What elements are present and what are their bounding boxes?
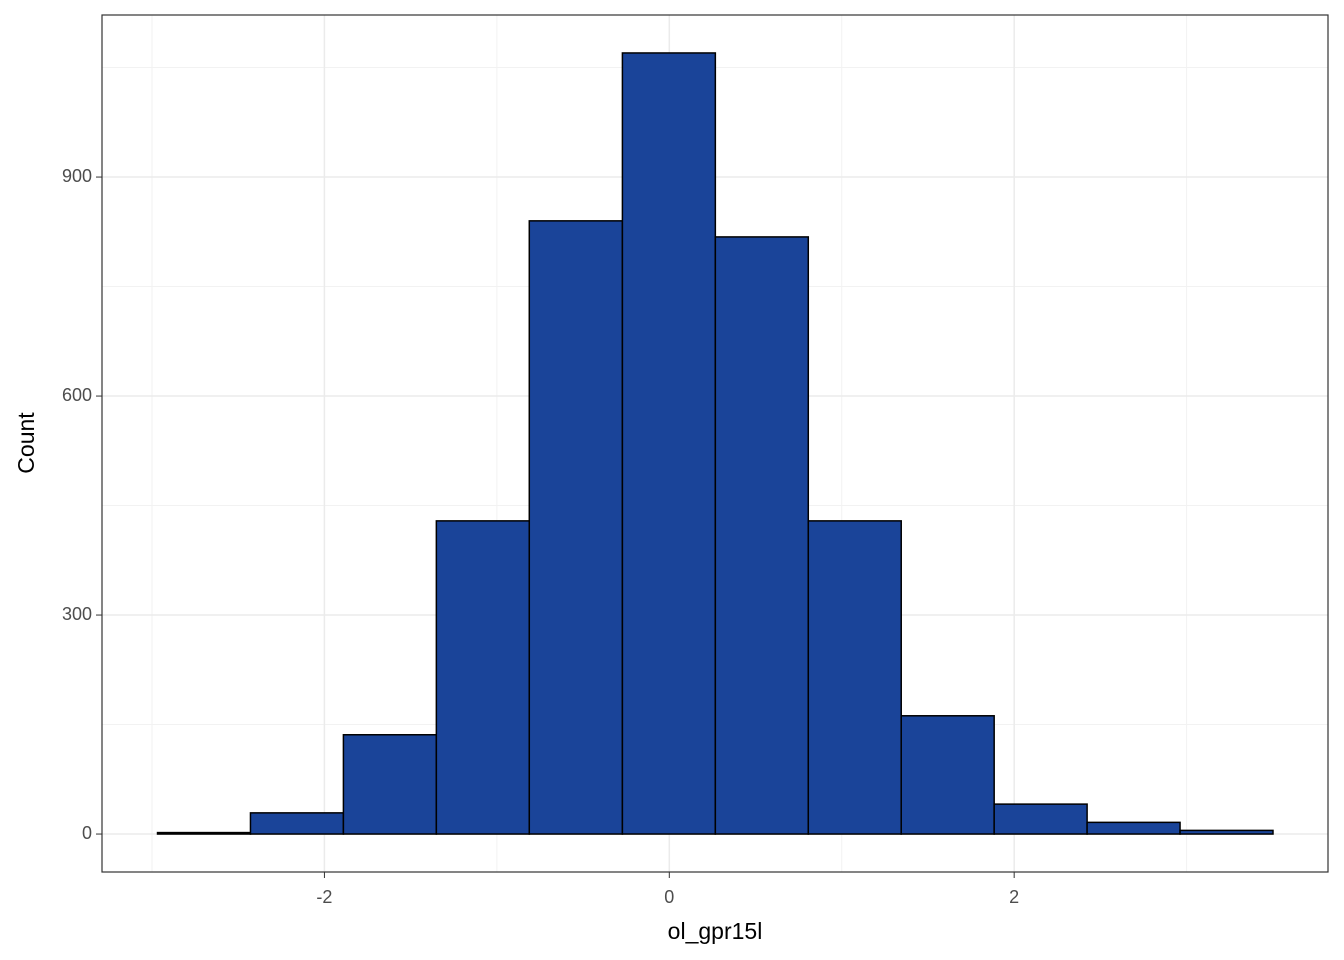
bar [156, 831, 252, 835]
bar [342, 734, 438, 835]
bar [435, 520, 531, 835]
y-tick-label: 300 [62, 604, 92, 624]
bar [900, 715, 995, 835]
bar [807, 520, 902, 835]
bar [249, 812, 345, 835]
x-tick-label: -2 [316, 887, 332, 907]
x-tick-label: 2 [1009, 887, 1019, 907]
y-tick-label: 0 [82, 823, 92, 843]
bar [714, 236, 810, 835]
x-axis-title: ol_gpr15l [668, 918, 763, 944]
x-tick-label: 0 [664, 887, 674, 907]
y-tick-label: 600 [62, 385, 92, 405]
y-tick-label: 900 [62, 166, 92, 186]
bar [621, 52, 717, 835]
plot-border [101, 14, 1329, 873]
bar [993, 803, 1088, 835]
bar [1179, 829, 1274, 835]
bar [1086, 821, 1181, 835]
bar [528, 220, 624, 835]
y-axis-title: Count [13, 412, 39, 474]
